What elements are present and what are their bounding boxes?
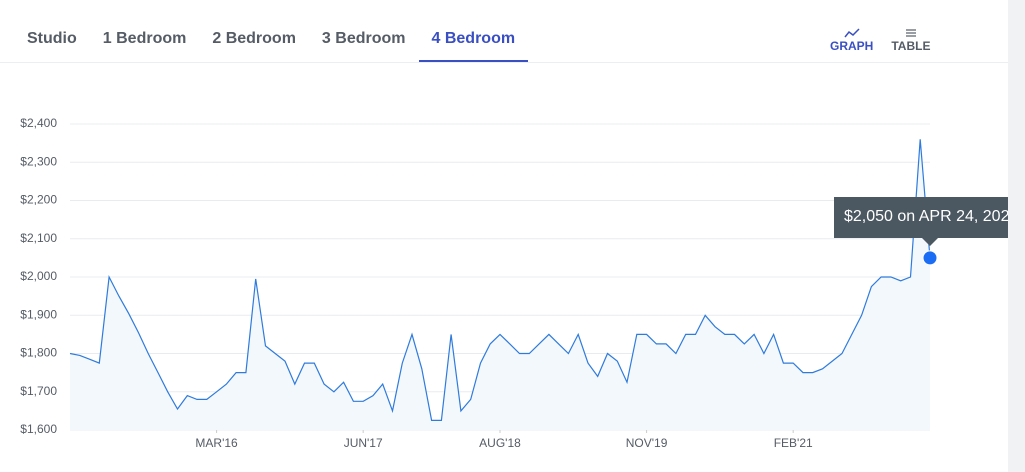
scrollbar: [1008, 0, 1025, 472]
x-tick-label: MAR'16: [195, 436, 238, 450]
y-tick-label: $1,600: [20, 422, 57, 436]
y-tick-label: $2,400: [20, 116, 57, 130]
tab[interactable]: 1 Bedroom: [102, 30, 187, 47]
view-label: TABLE: [891, 39, 931, 53]
x-tick-label: NOV'19: [626, 436, 668, 450]
tab[interactable]: 4 Bedroom: [418, 20, 529, 62]
tooltip: $2,050 on APR 24, 2022: [834, 197, 1008, 246]
y-tick-label: $2,200: [20, 193, 57, 207]
tab-bar: Studio 1 Bedroom 2 Bedroom 3 Bedroom 4 Bedro…: [14, 20, 529, 62]
x-tick-label: JUN'17: [344, 436, 383, 450]
tooltip-pointer: [922, 238, 938, 246]
view-toggle: GRAPH TABLE: [830, 28, 930, 53]
y-tick-label: $1,800: [20, 346, 57, 360]
tab[interactable]: 3 Bedroom: [321, 30, 406, 47]
x-tick-label: AUG'18: [479, 436, 521, 450]
view-icon: [905, 29, 916, 37]
x-tick-label: FEB'21: [774, 436, 813, 450]
tooltip-text: $2,050 on APR 24, 2022: [844, 208, 1008, 225]
y-tick-label: $2,300: [20, 154, 57, 168]
y-tick-label: $2,000: [20, 269, 57, 283]
view-label: GRAPH: [830, 39, 874, 53]
view-button[interactable]: GRAPH: [830, 28, 873, 53]
area: [70, 139, 930, 431]
view-button[interactable]: TABLE: [891, 28, 930, 53]
graph-icon: [844, 28, 860, 38]
tab[interactable]: 2 Bedroom: [212, 30, 296, 47]
tooltip-box: [834, 197, 1008, 238]
hover-point: [922, 250, 938, 266]
y-tick-label: $1,700: [20, 384, 57, 398]
divider: [0, 62, 1008, 63]
view-icon: [844, 28, 860, 38]
line: [69, 139, 931, 421]
y-tick-label: $2,100: [20, 231, 57, 245]
tab[interactable]: Studio: [27, 30, 77, 47]
y-tick-label: $1,900: [20, 307, 57, 321]
